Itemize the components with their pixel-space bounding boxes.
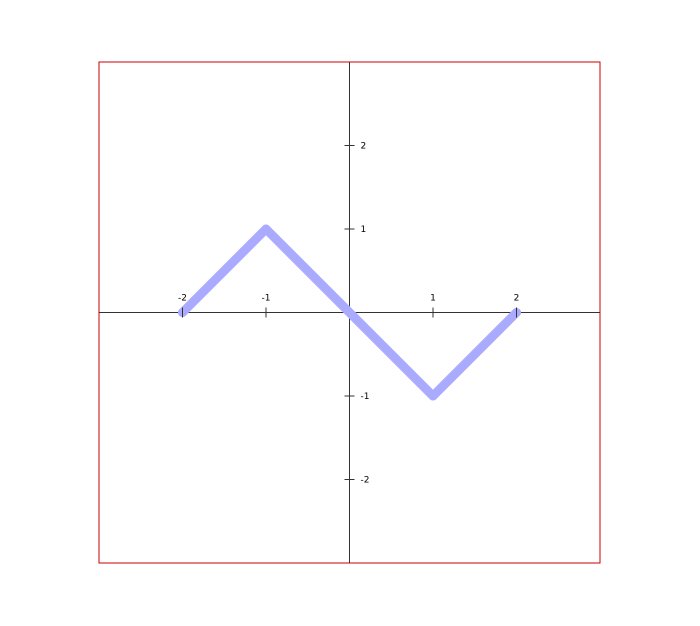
data-point bbox=[428, 391, 438, 401]
data-point bbox=[261, 224, 271, 234]
x-tick-label: -2 bbox=[178, 294, 187, 304]
x-tick-label: -1 bbox=[262, 294, 271, 304]
y-tick-label: 2 bbox=[361, 142, 367, 152]
y-tick-label: -2 bbox=[361, 476, 370, 486]
x-tick-label: 2 bbox=[514, 294, 520, 304]
y-tick-label: -1 bbox=[361, 392, 370, 402]
x-tick-label: 1 bbox=[430, 294, 436, 304]
ticks: -2 -1 1 2 2 1 -1 -2 bbox=[178, 142, 519, 486]
series-line bbox=[178, 224, 521, 401]
y-tick-label: 1 bbox=[361, 225, 367, 235]
